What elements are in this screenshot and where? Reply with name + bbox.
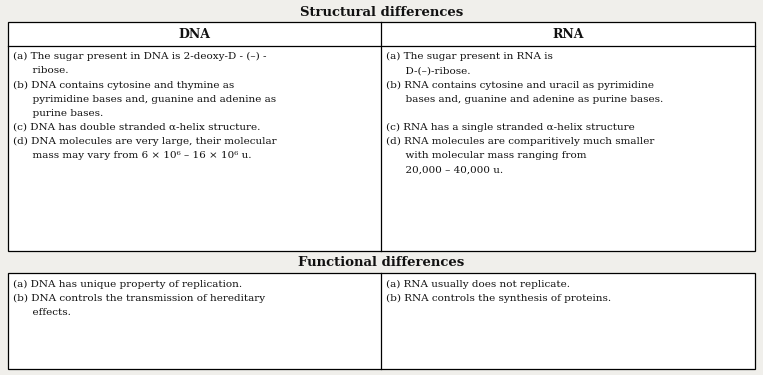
Text: (d) DNA molecules are very large, their molecular: (d) DNA molecules are very large, their … [13, 137, 277, 146]
Text: ribose.: ribose. [13, 66, 69, 75]
Text: Structural differences: Structural differences [300, 6, 463, 20]
Text: D-(–)-ribose.: D-(–)-ribose. [386, 66, 471, 75]
Text: Functional differences: Functional differences [298, 256, 465, 270]
Text: (a) RNA usually does not replicate.: (a) RNA usually does not replicate. [386, 280, 570, 289]
Bar [8, 22, 755, 251]
Text: mass may vary from 6 × 10⁶ – 16 × 10⁶ u.: mass may vary from 6 × 10⁶ – 16 × 10⁶ u. [13, 152, 252, 160]
Text: DNA: DNA [179, 27, 211, 40]
Text: purine bases.: purine bases. [13, 109, 103, 118]
Text: (b) DNA controls the transmission of hereditary: (b) DNA controls the transmission of her… [13, 294, 265, 303]
Text: (a) DNA has unique property of replication.: (a) DNA has unique property of replicati… [13, 280, 242, 289]
Text: pyrimidine bases and, guanine and adenine as: pyrimidine bases and, guanine and adenin… [13, 94, 276, 104]
Text: (d) RNA molecules are comparitively much smaller: (d) RNA molecules are comparitively much… [386, 137, 655, 146]
Text: effects.: effects. [13, 308, 71, 317]
Text: (a) The sugar present in DNA is 2-deoxy-D - (–) -: (a) The sugar present in DNA is 2-deoxy-… [13, 52, 266, 61]
Text: (c) DNA has double stranded α-helix structure.: (c) DNA has double stranded α-helix stru… [13, 123, 260, 132]
Text: (b) RNA controls the synthesis of proteins.: (b) RNA controls the synthesis of protei… [386, 294, 611, 303]
Text: with molecular mass ranging from: with molecular mass ranging from [386, 152, 587, 160]
Text: RNA: RNA [552, 27, 584, 40]
Text: (c) RNA has a single stranded α-helix structure: (c) RNA has a single stranded α-helix st… [386, 123, 635, 132]
Text: bases and, guanine and adenine as purine bases.: bases and, guanine and adenine as purine… [386, 94, 663, 104]
Text: 20,000 – 40,000 u.: 20,000 – 40,000 u. [386, 166, 503, 175]
Bar [8, 273, 755, 369]
Text: (b) DNA contains cytosine and thymine as: (b) DNA contains cytosine and thymine as [13, 80, 234, 90]
Text: (a) The sugar present in RNA is: (a) The sugar present in RNA is [386, 52, 553, 61]
Text: (b) RNA contains cytosine and uracil as pyrimidine: (b) RNA contains cytosine and uracil as … [386, 80, 654, 90]
